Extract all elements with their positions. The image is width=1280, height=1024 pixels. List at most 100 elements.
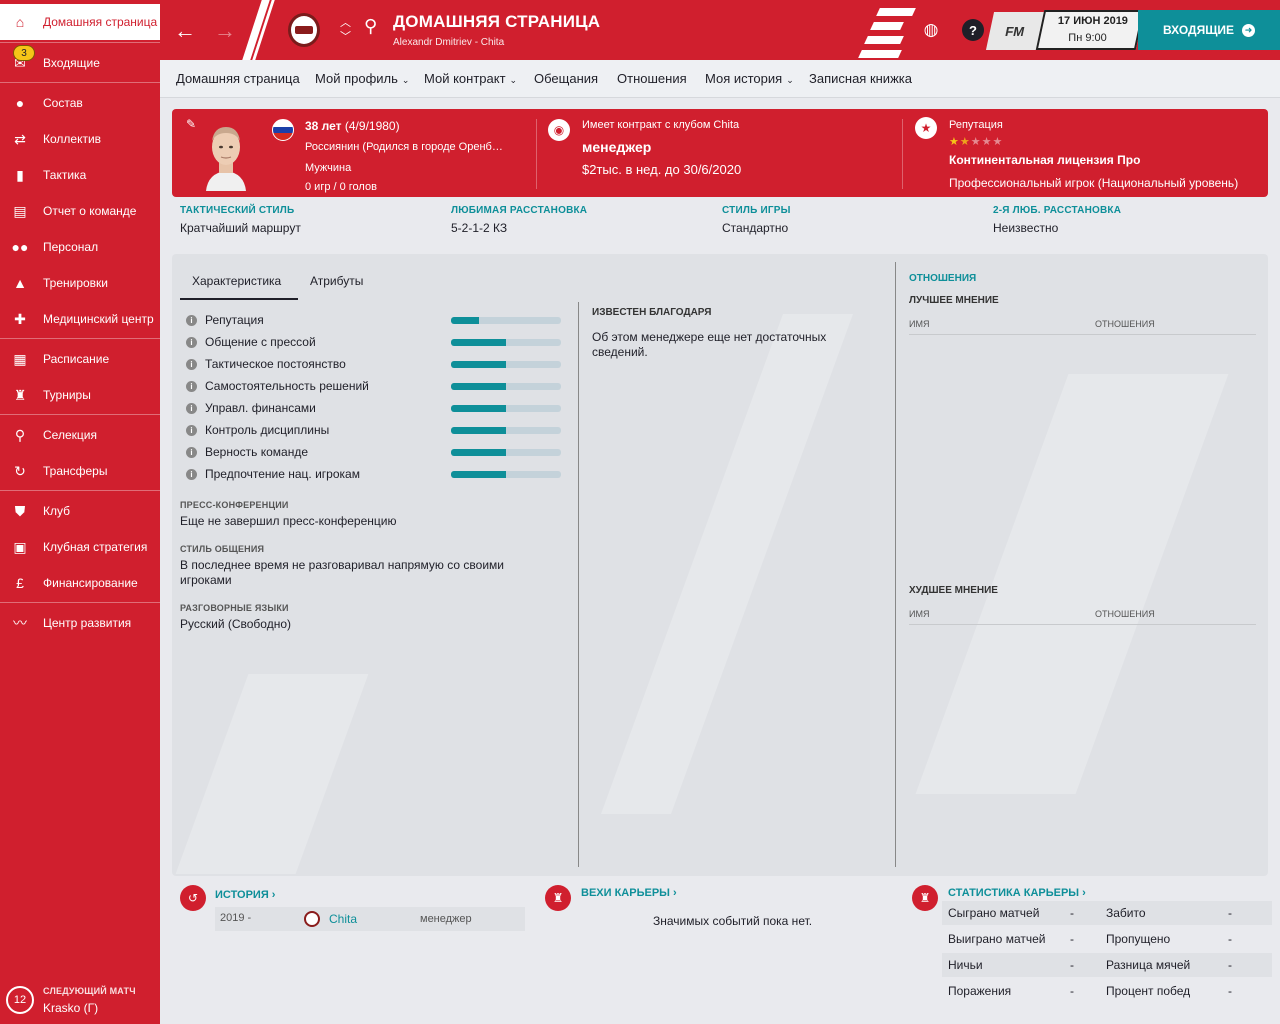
info-icon[interactable]: i: [186, 446, 197, 458]
tab-my-history[interactable]: Моя история ⌄: [705, 71, 794, 86]
sidebar-item-tactics[interactable]: ▮ Тактика: [0, 157, 160, 193]
attribute-bar: [451, 449, 561, 456]
stat-value: -: [1070, 906, 1074, 920]
top-bar: ← → ︿ ﹀ ⚲ ДОМАШНЯЯ СТРАНИЦА Alexandr Dmi…: [160, 0, 1280, 60]
info-icon[interactable]: i: [186, 358, 197, 370]
info-icon[interactable]: i: [186, 336, 197, 348]
style-value: 5-2-1-2 КЗ: [451, 221, 508, 235]
attribute-label: Предпочтение нац. игрокам: [205, 467, 360, 481]
tab-attributes[interactable]: Атрибуты: [310, 274, 364, 288]
sidebar-item-label: Входящие: [43, 56, 100, 70]
search-icon[interactable]: ⚲: [364, 16, 378, 36]
salary: $2тыс. в нед. до 30/6/2020: [582, 162, 742, 177]
style-label: СТИЛЬ ИГРЫ: [722, 205, 791, 216]
sidebar-item-dynamics[interactable]: ⇄ Коллектив: [0, 121, 160, 157]
back-arrow-icon[interactable]: ←: [174, 18, 196, 43]
date-of-birth: (4/9/1980): [344, 119, 400, 133]
sidebar-item-staff[interactable]: ●● Персонал: [0, 229, 160, 265]
attribute-label: Управл. финансами: [205, 401, 316, 415]
info-icon[interactable]: i: [186, 468, 197, 480]
attribute-row[interactable]: i Предпочтение нац. игрокам: [186, 464, 566, 484]
sidebar-item-label: Турниры: [43, 388, 91, 402]
sidebar-item-development[interactable]: 〰 Центр развития: [0, 605, 160, 641]
career-stats-title: СТАТИСТИКА КАРЬЕРЫ: [948, 887, 1080, 899]
info-icon[interactable]: i: [186, 380, 197, 392]
sidebar-item-label: Коллектив: [43, 132, 102, 146]
attribute-row[interactable]: i Общение с прессой: [186, 332, 566, 352]
attribute-row[interactable]: i Репутация: [186, 310, 566, 330]
attribute-row[interactable]: i Самостоятельность решений: [186, 376, 566, 396]
history-row[interactable]: 2019 - Chita менеджер: [215, 907, 525, 931]
pencil-edit-icon[interactable]: ✎: [186, 117, 197, 131]
sidebar-item-medical[interactable]: ✚ Медицинский центр: [0, 301, 160, 337]
tab-relationships[interactable]: Отношения: [617, 71, 687, 86]
fm-menu-button[interactable]: FM: [985, 12, 1045, 50]
sidebar-item-training[interactable]: ▲ Тренировки: [0, 265, 160, 301]
sidebar-item-club-vision[interactable]: ▣ Клубная стратегия: [0, 529, 160, 565]
tab-promises[interactable]: Обещания: [534, 71, 599, 86]
attribute-row[interactable]: i Контроль дисциплины: [186, 420, 566, 440]
sidebar-item-inbox[interactable]: ✉ Входящие: [0, 45, 160, 81]
press-value: Еще не завершил пресс-конференцию: [180, 514, 397, 528]
continue-inbox-button[interactable]: ВХОДЯЩИЕ ➜: [1138, 10, 1280, 50]
info-icon[interactable]: i: [186, 314, 197, 326]
coaching-license: Континентальная лицензия Про: [949, 153, 1141, 167]
chevron-down-icon[interactable]: ﹀: [340, 31, 351, 43]
star-empty-icon: ★: [970, 136, 982, 148]
known-for-label: ИЗВЕСТЕН БЛАГОДАРЯ: [592, 307, 712, 318]
tab-label: Моя история: [705, 71, 783, 86]
schedule-icon: ▦: [13, 350, 27, 367]
sidebar-item-competitions[interactable]: ♜ Турниры: [0, 377, 160, 413]
history-link[interactable]: ИСТОРИЯ ›: [215, 889, 276, 901]
page-title: ДОМАШНЯЯ СТРАНИЦА: [393, 12, 601, 31]
sidebar-item-home[interactable]: ⌂ Домашняя страница: [0, 4, 160, 40]
contract-label: Имеет контракт с клубом Chita: [582, 119, 740, 131]
stat-value: -: [1228, 984, 1232, 998]
sidebar-item-scouting[interactable]: ⚲ Селекция: [0, 417, 160, 453]
chevron-up-icon[interactable]: ︿: [340, 17, 351, 29]
age: 38 лет: [305, 119, 342, 133]
development-icon: 〰: [13, 615, 27, 631]
style-label: ТАКТИЧЕСКИЙ СТИЛЬ: [180, 205, 295, 216]
tab-notebook[interactable]: Записная книжка: [809, 71, 912, 86]
globe-icon[interactable]: ◍: [923, 20, 939, 39]
next-match-widget[interactable]: 12 СЛЕДУЮЩИЙ МАТЧ Krasko (Г): [0, 978, 160, 1024]
info-icon[interactable]: i: [186, 402, 197, 414]
forward-arrow-icon[interactable]: →: [214, 18, 236, 43]
sidebar-item-squad[interactable]: ● Состав: [0, 85, 160, 121]
attribute-row[interactable]: i Управл. финансами: [186, 398, 566, 418]
sidebar-item-label: Клуб: [43, 504, 70, 518]
career-stats-link[interactable]: СТАТИСТИКА КАРЬЕРЫ ›: [948, 887, 1086, 899]
sidebar-item-schedule[interactable]: ▦ Расписание: [0, 341, 160, 377]
history-role: менеджер: [420, 913, 472, 925]
inbox-count-badge: 3: [13, 45, 35, 61]
attribute-row[interactable]: i Тактическое постоянство: [186, 354, 566, 374]
sidebar-item-finances[interactable]: £ Финансирование: [0, 565, 160, 601]
active-tab-indicator: [180, 298, 298, 300]
history-club[interactable]: Chita: [329, 912, 358, 926]
star-icon: ★: [915, 117, 937, 139]
tab-my-profile[interactable]: Мой профиль ⌄: [315, 71, 409, 86]
training-icon: ▲: [13, 275, 27, 291]
sidebar-item-team-report[interactable]: ▤ Отчет о команде: [0, 193, 160, 229]
tab-my-contract[interactable]: Мой контракт ⌄: [424, 71, 517, 86]
attribute-label: Репутация: [205, 313, 264, 327]
star-full-icon: ★: [949, 136, 960, 148]
tab-home[interactable]: Домашняя страница: [176, 71, 300, 86]
help-icon[interactable]: ?: [962, 19, 984, 41]
milestones-link[interactable]: ВЕХИ КАРЬЕРЫ ›: [581, 887, 677, 899]
medical-icon: ✚: [14, 310, 26, 327]
milestones-empty: Значимых событий пока нет.: [653, 914, 813, 928]
attribute-row[interactable]: i Верность команде: [186, 442, 566, 462]
reputation-label: Репутация: [949, 119, 1003, 131]
tab-characteristics[interactable]: Характеристика: [192, 274, 282, 288]
profile-panel: Характеристика Атрибуты i Репутация i Общен…: [172, 254, 1268, 876]
finance-icon: £: [16, 575, 24, 591]
club-badge-icon[interactable]: [288, 13, 320, 47]
sidebar-item-club[interactable]: ⛊ Клуб: [0, 493, 160, 529]
info-icon[interactable]: i: [186, 424, 197, 436]
sidebar-item-transfers[interactable]: ↻ Трансферы: [0, 453, 160, 489]
current-time: Пн 9:00: [1068, 32, 1107, 44]
sidebar-item-label: Клубная стратегия: [43, 540, 148, 554]
attribute-bar-fill: [451, 427, 506, 434]
